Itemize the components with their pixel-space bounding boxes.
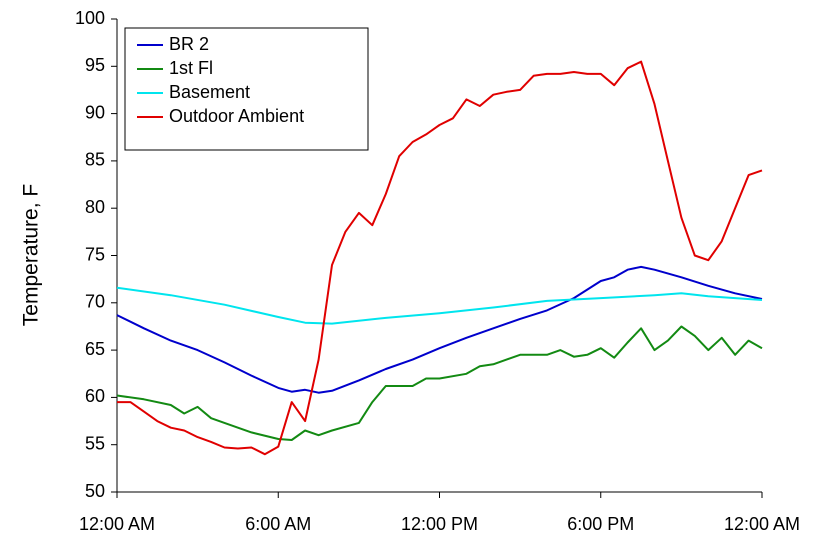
legend-label: 1st Fl — [169, 58, 213, 78]
y-tick-label: 70 — [85, 292, 105, 312]
y-tick-label: 100 — [75, 8, 105, 28]
legend-box — [124, 27, 369, 151]
y-tick-label: 95 — [85, 55, 105, 75]
y-tick-label: 55 — [85, 433, 105, 453]
y-tick-label: 65 — [85, 339, 105, 359]
y-tick-label: 60 — [85, 386, 105, 406]
line — [116, 286, 763, 325]
x-tick-label: 6:00 PM — [567, 514, 634, 534]
line — [117, 60, 763, 456]
legend-label: BR 2 — [169, 34, 209, 54]
y-tick-label: 85 — [85, 150, 105, 170]
y-tick-label: 80 — [85, 197, 105, 217]
legend-label: Basement — [169, 82, 250, 102]
y-tick-label: 90 — [85, 102, 105, 122]
y-tick-label: 75 — [85, 244, 105, 264]
y-axis-title: Temperature, F — [20, 184, 43, 326]
line — [116, 325, 763, 441]
x-tick-label: 12:00 AM — [79, 514, 155, 534]
x-tick-label: 6:00 AM — [245, 514, 311, 534]
y-tick-label: 50 — [85, 481, 105, 501]
legend-label: Outdoor Ambient — [169, 106, 304, 126]
line — [116, 265, 763, 394]
x-tick-label: 12:00 PM — [401, 514, 478, 534]
x-tick-label: 12:00 AM — [724, 514, 800, 534]
